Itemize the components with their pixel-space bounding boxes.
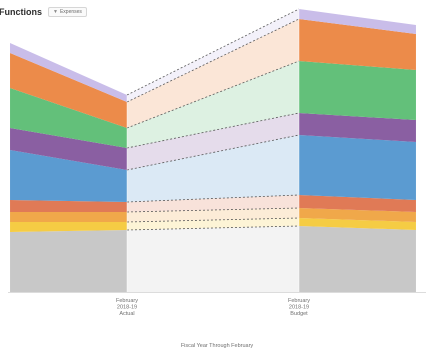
- area-actual-left-0: [10, 230, 127, 292]
- area-transition-6: [127, 61, 299, 148]
- expenses-filter-button[interactable]: ▼ Expenses: [48, 7, 87, 17]
- area-transition-2: [127, 208, 299, 222]
- x-tick-label-0-1: 2018-19: [117, 305, 137, 311]
- area-budget-right-4: [299, 135, 416, 200]
- chart-header: Functions ▼ Expenses: [0, 7, 87, 17]
- area-budget-right-6: [299, 61, 416, 120]
- area-actual-left-4: [10, 150, 127, 202]
- area-transition-4: [127, 135, 299, 202]
- area-transition-3: [127, 195, 299, 212]
- area-transition-8: [127, 9, 299, 102]
- area-budget-right-1: [299, 218, 416, 230]
- transition-boundary-0: [126, 225, 300, 231]
- filter-icon: ▼: [53, 9, 58, 15]
- area-transition-5: [127, 113, 299, 170]
- transition-boundary-1: [126, 217, 300, 223]
- area-actual-left-3: [10, 200, 127, 212]
- area-budget-right-0: [299, 226, 416, 292]
- transition-boundary-6: [126, 60, 300, 129]
- area-transition-7: [127, 19, 299, 128]
- area-budget-right-3: [299, 195, 416, 212]
- area-actual-left-1: [10, 222, 127, 232]
- transition-boundary-2: [126, 207, 300, 213]
- x-tick-label-1-0: February: [288, 298, 310, 304]
- area-transition-0: [127, 226, 299, 292]
- transition-boundary-8: [126, 8, 300, 96]
- area-budget-right-2: [299, 208, 416, 222]
- chart-title: Functions: [0, 7, 42, 17]
- x-tick-label-0-2: Actual: [119, 311, 134, 317]
- x-tick-label-0-0: February: [116, 298, 138, 304]
- x-axis-title: Fiscal Year Through February: [181, 343, 254, 349]
- area-actual-left-5: [10, 128, 127, 170]
- expenses-filter-label: Expenses: [59, 9, 82, 15]
- x-tick-label-1-2: Budget: [290, 311, 308, 317]
- area-actual-left-7: [10, 53, 127, 128]
- transition-boundary-4: [126, 134, 300, 171]
- area-actual-left-8: [10, 43, 127, 102]
- area-actual-left-6: [10, 88, 127, 148]
- transition-boundary-5: [126, 112, 300, 149]
- area-budget-right-5: [299, 113, 416, 142]
- area-budget-right-7: [299, 19, 416, 70]
- area-actual-left-2: [10, 212, 127, 222]
- x-tick-label-1-1: 2018-19: [289, 305, 309, 311]
- area-budget-right-8: [299, 9, 416, 34]
- transition-boundary-3: [126, 194, 300, 203]
